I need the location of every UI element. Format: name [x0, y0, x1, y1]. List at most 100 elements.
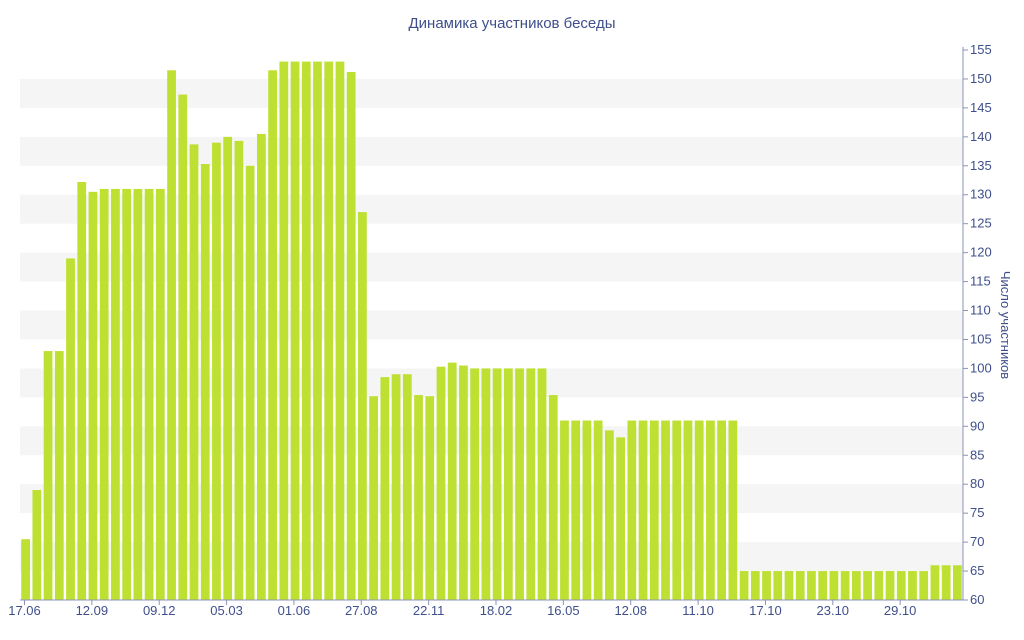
y-tick-label: 125 — [970, 216, 992, 231]
grid-band — [20, 310, 963, 340]
bar — [54, 351, 64, 600]
bar — [178, 94, 188, 600]
bar — [953, 565, 962, 600]
x-tick-label: 12.09 — [76, 603, 109, 618]
bar — [21, 539, 30, 600]
bar — [234, 140, 244, 601]
grid-band — [20, 542, 963, 572]
x-tick-label: 18.02 — [480, 603, 513, 618]
bar — [66, 258, 75, 600]
bar — [683, 420, 693, 600]
x-axis: 17.06 12.09 09.12 05.03 01.06 27.08 22.11 18.02… — [8, 599, 963, 618]
x-tick-label: 12.08 — [614, 603, 647, 618]
bar — [144, 188, 154, 600]
bar — [795, 571, 805, 600]
y-tick-label: 85 — [970, 447, 984, 462]
y-tick-label: 130 — [970, 187, 992, 202]
y-tick-label: 150 — [970, 71, 992, 86]
bar — [470, 368, 480, 600]
bar — [638, 420, 648, 600]
bar — [245, 165, 255, 600]
grid-band — [20, 368, 963, 398]
y-tick-label: 120 — [970, 245, 992, 260]
y-tick-label: 90 — [970, 418, 984, 433]
x-tick-label: 23.10 — [817, 603, 850, 618]
bar — [908, 571, 917, 600]
y-tick-label: 60 — [970, 592, 984, 607]
x-tick-label: 22.11 — [413, 603, 445, 618]
bar — [99, 188, 109, 600]
bar — [885, 571, 895, 600]
y-tick-label: 70 — [970, 534, 984, 549]
bar — [515, 368, 524, 600]
bar — [649, 420, 659, 600]
x-tick-label: 01.06 — [278, 603, 311, 618]
x-tick-label: 17.06 — [8, 603, 41, 618]
y-tick-label: 75 — [970, 505, 984, 520]
x-tick-label: 11.10 — [682, 603, 714, 618]
bar — [896, 571, 906, 600]
grid-band — [20, 252, 963, 282]
bar — [43, 351, 53, 600]
chart-title: Динамика участников беседы — [409, 15, 616, 32]
bar — [77, 182, 87, 600]
y-tick-label: 105 — [970, 331, 992, 346]
bar — [155, 188, 165, 600]
bar — [402, 374, 412, 600]
bar — [111, 188, 120, 600]
bar — [503, 368, 513, 600]
bar — [290, 61, 300, 600]
bar — [560, 420, 569, 600]
bar — [604, 430, 614, 600]
bar — [32, 490, 42, 600]
bar — [919, 571, 929, 600]
bar — [200, 164, 210, 601]
bar — [840, 571, 850, 600]
bar — [661, 420, 670, 600]
y-tick-label: 135 — [970, 158, 992, 173]
bar — [436, 366, 446, 600]
bar — [223, 136, 233, 600]
bar — [425, 396, 435, 600]
bar — [706, 420, 715, 600]
bar — [593, 420, 603, 600]
bar — [301, 61, 311, 600]
bar — [874, 571, 884, 600]
bar — [167, 70, 176, 600]
bar — [930, 565, 940, 600]
y-tick-label: 145 — [970, 100, 992, 115]
grid-band — [20, 484, 963, 514]
bar — [941, 565, 951, 600]
bar — [256, 133, 266, 600]
y-tick-label: 115 — [970, 274, 991, 289]
bar — [537, 368, 547, 600]
x-tick-label: 29.10 — [884, 603, 917, 618]
y-tick-label: 100 — [970, 360, 992, 375]
x-tick-label: 09.12 — [143, 603, 176, 618]
y-axis: 60 65 70 75 80 85 90 95 100 105 110 115 120 125 130 135… — [962, 42, 992, 607]
x-tick-label: 16.05 — [547, 603, 580, 618]
grid-band — [20, 426, 963, 456]
y-tick-label: 65 — [970, 563, 984, 578]
x-tick-label: 05.03 — [210, 603, 243, 618]
grid-band — [20, 194, 963, 224]
bar — [717, 420, 727, 600]
y-tick-label: 95 — [970, 389, 984, 404]
bar — [447, 362, 457, 600]
bar — [750, 571, 760, 600]
bar — [481, 368, 491, 600]
x-tick-label: 17.10 — [749, 603, 782, 618]
bar — [492, 368, 502, 600]
x-tick-label: 27.08 — [345, 603, 378, 618]
bar — [335, 61, 345, 600]
bar — [784, 571, 794, 600]
bar — [391, 374, 401, 600]
bar — [548, 395, 558, 600]
bar — [459, 365, 468, 600]
y-tick-label: 80 — [970, 476, 984, 491]
bar — [571, 420, 581, 600]
bar — [414, 395, 423, 600]
bar — [313, 61, 322, 600]
